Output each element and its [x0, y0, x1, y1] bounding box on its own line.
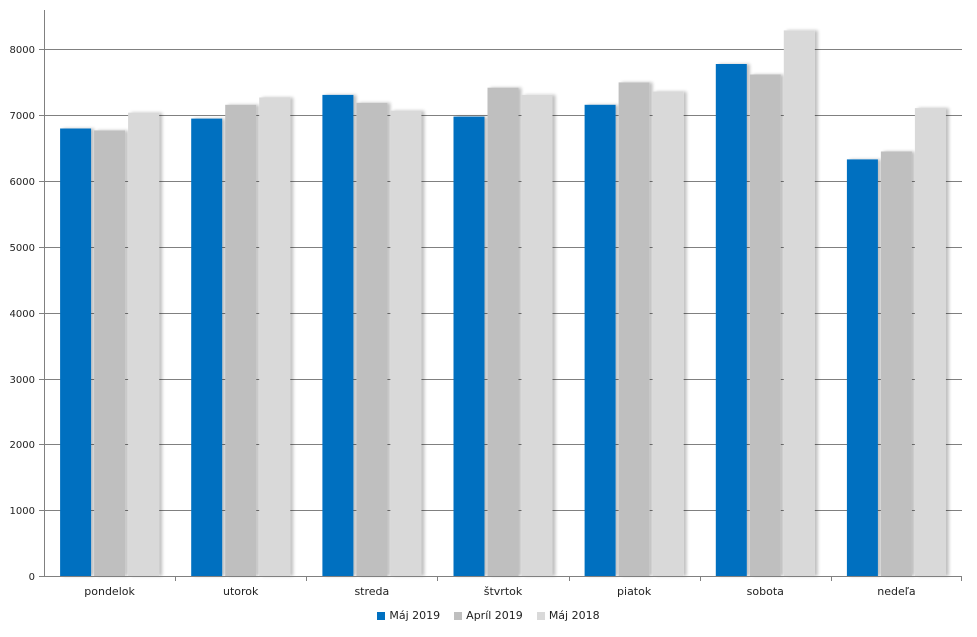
- bar-3-5: [652, 91, 684, 576]
- legend-item[interactable]: Máj 2019: [377, 609, 440, 622]
- bar-3-2: [259, 97, 291, 576]
- bars: [60, 30, 946, 577]
- x-tick-label: nedeľa: [877, 585, 915, 598]
- bar-1-1: [60, 128, 92, 576]
- x-tick-label: pondelok: [84, 585, 135, 598]
- bar-1-3: [322, 94, 354, 577]
- legend-swatch: [454, 611, 463, 620]
- bar-2-1: [94, 130, 126, 576]
- bar-3-3: [390, 110, 422, 576]
- x-tick-label: piatok: [617, 585, 652, 598]
- legend: Máj 2019 Apríl 2019 Máj 2018: [0, 609, 977, 622]
- x-tick-label: utorok: [223, 585, 259, 598]
- y-tick-label: 8000: [10, 45, 35, 56]
- legend-swatch: [536, 611, 545, 620]
- bar-1-5: [584, 104, 616, 577]
- y-tick-label: 6000: [10, 177, 35, 188]
- x-tick-label: štvrtok: [484, 585, 523, 598]
- bar-2-6: [749, 74, 781, 576]
- legend-label: Apríl 2019: [466, 609, 523, 622]
- legend-item[interactable]: Máj 2018: [536, 609, 600, 622]
- y-tick-label: 1000: [10, 506, 35, 517]
- axes: 0 1000 2000 3000 4000 5000 6000 7000 8000 pondelo…: [10, 10, 962, 598]
- bar-3-1: [128, 112, 160, 576]
- x-tick-label: sobota: [747, 585, 784, 598]
- x-tick-label: streda: [354, 585, 389, 598]
- bar-2-5: [618, 82, 650, 577]
- legend-swatch: [377, 611, 386, 620]
- legend-item[interactable]: Apríl 2019: [454, 609, 523, 622]
- bar-3-7: [914, 108, 946, 576]
- bar-3-6: [783, 30, 815, 576]
- bar-1-4: [453, 116, 485, 576]
- bar-1-2: [191, 118, 223, 576]
- bar-2-7: [880, 151, 912, 576]
- legend-label: Máj 2019: [389, 609, 441, 622]
- bar-3-4: [521, 94, 553, 577]
- y-tick-label: 2000: [10, 440, 35, 451]
- y-tick-label: 4000: [10, 309, 35, 320]
- bar-2-4: [487, 87, 519, 576]
- y-tick-label: 3000: [10, 375, 35, 386]
- bar-chart: 0 1000 2000 3000 4000 5000 6000 7000 8000 pondelo…: [10, 10, 962, 598]
- y-tick-label: 0: [29, 572, 35, 583]
- y-tick-label: 5000: [10, 243, 35, 254]
- bar-2-3: [356, 102, 388, 577]
- bar-1-7: [846, 159, 878, 576]
- bar-1-6: [715, 64, 747, 576]
- legend-label: Máj 2018: [548, 609, 600, 622]
- y-tick-label: 7000: [10, 111, 35, 122]
- bar-2-2: [225, 104, 257, 577]
